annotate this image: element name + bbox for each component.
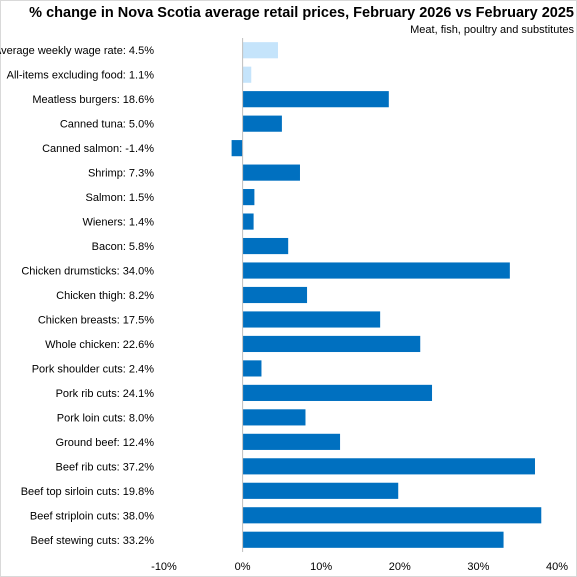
category-label: Average weekly wage rate: 4.5%	[0, 45, 154, 57]
x-tick-label: 20%	[389, 561, 411, 573]
bar	[242, 384, 433, 401]
bar	[242, 360, 262, 377]
x-tick-label: 10%	[310, 561, 332, 573]
category-label: Pork rib cuts: 24.1%	[56, 388, 155, 400]
bar	[242, 237, 289, 255]
bar	[242, 286, 308, 304]
bar	[242, 482, 399, 499]
bar	[231, 140, 243, 157]
category-label: Pork shoulder cuts: 2.4%	[32, 363, 155, 375]
category-label: Salmon: 1.5%	[86, 192, 155, 204]
category-label: Beef rib cuts: 37.2%	[56, 461, 155, 473]
bar	[242, 507, 542, 524]
bar	[242, 189, 255, 206]
category-label: Beef stewing cuts: 33.2%	[30, 535, 154, 547]
bar	[242, 311, 381, 328]
category-label: Chicken thigh: 8.2%	[56, 290, 154, 302]
category-label: Bacon: 5.8%	[92, 241, 155, 253]
x-tick-label: 0%	[235, 561, 251, 573]
bar	[242, 458, 535, 475]
category-label: Chicken breasts: 17.5%	[38, 314, 154, 326]
category-label: Shrimp: 7.3%	[88, 168, 154, 180]
bar	[242, 409, 306, 426]
x-tick-label: 40%	[546, 561, 568, 573]
category-label: Canned tuna: 5.0%	[60, 119, 154, 131]
bar	[242, 262, 510, 279]
bar	[242, 164, 300, 181]
chart-title: % change in Nova Scotia average retail p…	[29, 5, 574, 21]
bar	[242, 91, 389, 108]
category-label: Canned salmon: -1.4%	[42, 143, 154, 155]
category-label: Pork loin cuts: 8.0%	[57, 412, 154, 424]
category-label: Chicken drumsticks: 34.0%	[21, 266, 154, 278]
x-tick-label: 30%	[467, 561, 489, 573]
category-label: Whole chicken: 22.6%	[45, 339, 154, 351]
category-label: Beef top sirloin cuts: 19.8%	[21, 486, 155, 498]
category-label: Wieners: 1.4%	[82, 217, 154, 229]
x-tick-label: -10%	[151, 561, 177, 573]
category-label: All-items excluding food: 1.1%	[7, 70, 155, 82]
bar	[242, 66, 252, 83]
category-label: Ground beef: 12.4%	[56, 437, 155, 449]
bar	[242, 335, 421, 353]
bar	[242, 213, 254, 230]
bar	[242, 433, 341, 450]
category-label: Meatless burgers: 18.6%	[32, 94, 154, 106]
bar	[242, 42, 278, 59]
category-label: Beef striploin cuts: 38.0%	[30, 510, 154, 522]
bar	[242, 115, 282, 132]
bar	[242, 531, 504, 548]
chart-subtitle: Meat, fish, poultry and substitutes	[410, 24, 574, 36]
